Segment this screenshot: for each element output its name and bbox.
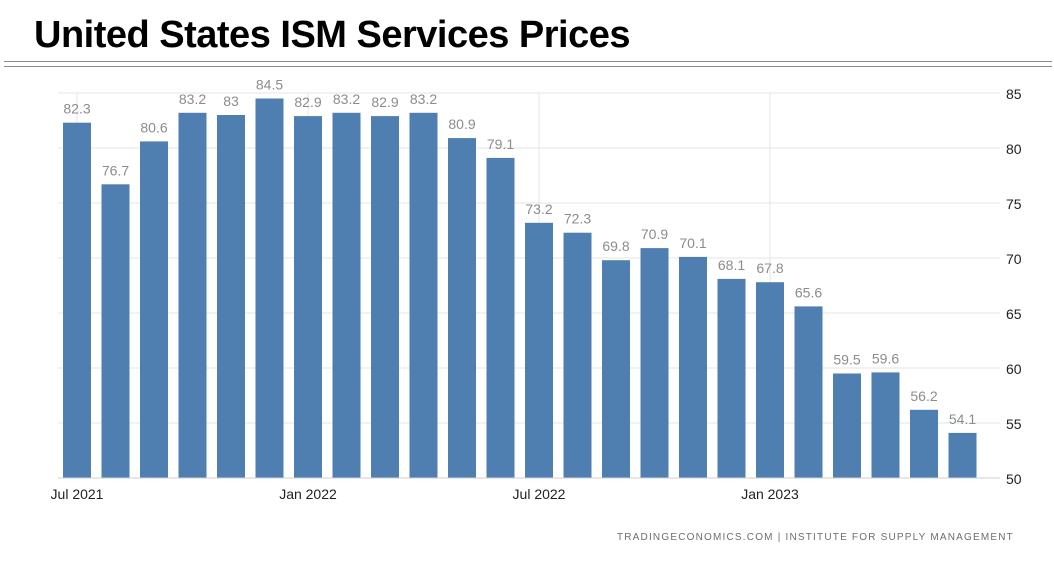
y-tick-label: 50 [1006,471,1022,487]
title-divider-top [4,61,1052,62]
bar-1 [101,184,130,479]
y-tick-label: 70 [1006,251,1022,267]
x-tick-label: Jan 2022 [279,486,337,502]
bar-15 [640,248,669,478]
bar-12 [525,222,553,478]
y-tick-label: 75 [1006,196,1022,212]
bar-4 [217,115,245,478]
bar-value-label: 73.2 [525,201,552,217]
bar-value-label: 65.6 [795,284,822,300]
x-tick-label: Jul 2022 [513,486,566,502]
bar-18 [756,282,784,478]
bar-20 [833,373,861,478]
bar-17 [717,278,746,478]
bar-value-label: 70.1 [679,235,706,251]
bar-value-label: 79.1 [487,136,514,152]
bar-value-label: 68.1 [718,257,745,273]
bar-0 [63,122,91,478]
bar-value-label: 59.6 [872,350,899,366]
bar-13 [563,232,592,478]
bar-value-label: 72.3 [564,211,591,227]
bar-11 [486,157,515,478]
bar-value-label: 82.9 [294,94,321,110]
bar-value-label: 67.8 [756,260,783,276]
bar-value-label: 56.2 [910,388,937,404]
bar-2 [140,141,168,478]
bar-value-label: 80.9 [448,116,475,132]
chart-title: United States ISM Services Prices [34,14,631,56]
title-divider-bottom [4,66,1052,67]
bar-value-label: 83.2 [333,91,360,107]
bar-value-label: 82.9 [371,94,398,110]
bar-3 [178,112,207,479]
bar-value-label: 80.6 [140,119,167,135]
x-tick-label: Jan 2023 [741,486,799,502]
bar-16 [679,256,707,478]
y-tick-label: 85 [1006,86,1022,102]
bar-value-label: 84.5 [256,77,283,93]
bar-value-label: 69.8 [602,238,629,254]
bar-14 [602,260,630,478]
x-tick-label: Jul 2021 [51,486,104,502]
bar-21 [871,372,900,478]
bar-8 [371,116,399,478]
bar-5 [255,98,284,478]
bar-10 [448,138,476,478]
bar-22 [910,409,938,478]
bar-value-label: 83 [223,93,239,109]
y-tick-label: 60 [1006,361,1022,377]
bar-value-label: 54.1 [949,411,976,427]
bar-7 [332,112,361,479]
y-tick-label: 80 [1006,141,1022,157]
bar-value-label: 82.3 [63,101,90,117]
bar-19 [794,306,823,478]
bar-9 [409,112,438,479]
bar-6 [294,116,322,478]
bar-23 [948,432,977,478]
bar-value-label: 59.5 [833,352,860,368]
bar-value-label: 76.7 [102,162,129,178]
y-tick-label: 65 [1006,306,1022,322]
bar-value-label: 83.2 [179,91,206,107]
source-credit: TRADINGECONOMICS.COM | INSTITUTE FOR SUP… [616,532,1014,543]
y-tick-label: 55 [1006,416,1022,432]
bar-value-label: 70.9 [641,226,668,242]
bar-value-label: 83.2 [410,91,437,107]
